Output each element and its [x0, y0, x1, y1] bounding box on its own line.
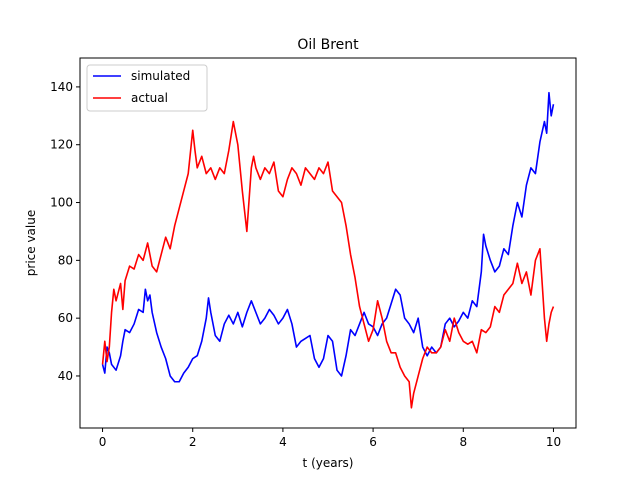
- x-tick-label: 2: [189, 435, 197, 449]
- legend: simulated actual: [86, 64, 208, 112]
- x-tick-label: 10: [546, 435, 561, 449]
- legend-label-simulated: simulated: [131, 69, 190, 83]
- y-tick-label: 100: [50, 196, 73, 210]
- plot-frame: [79, 57, 577, 429]
- y-tick-label: 80: [58, 253, 73, 267]
- x-tick-label: 0: [99, 435, 107, 449]
- chart-title: Oil Brent: [297, 37, 359, 53]
- series-line-actual: [101, 120, 555, 409]
- y-tick-label: 120: [50, 138, 73, 152]
- y-axis-label: price value: [24, 210, 38, 276]
- series-line-simulated: [101, 91, 555, 383]
- y-tick-label: 40: [58, 369, 73, 383]
- axis-ticks: 0 2 4 6 8 10 40 60 80 100 120 140: [50, 80, 561, 449]
- x-tick-label: 8: [459, 435, 467, 449]
- y-tick-label: 60: [58, 311, 73, 325]
- y-tick-label: 140: [50, 80, 73, 94]
- legend-label-actual: actual: [131, 91, 168, 105]
- x-axis-label: t (years): [303, 456, 354, 470]
- x-tick-label: 4: [279, 435, 287, 449]
- x-tick-label: 6: [369, 435, 377, 449]
